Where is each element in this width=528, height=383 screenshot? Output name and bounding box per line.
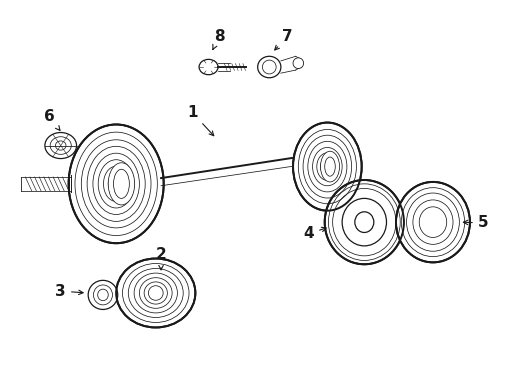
Text: 4: 4 [304,226,326,241]
Ellipse shape [320,151,340,182]
Text: 5: 5 [464,215,488,231]
Ellipse shape [355,212,374,232]
Text: 1: 1 [187,105,214,136]
Ellipse shape [325,180,404,264]
Text: 8: 8 [213,29,224,49]
Text: 6: 6 [44,109,60,130]
Text: 7: 7 [275,29,293,50]
Ellipse shape [396,182,470,262]
Ellipse shape [108,163,135,205]
Ellipse shape [88,280,118,309]
Ellipse shape [69,124,164,243]
Ellipse shape [199,59,218,75]
Ellipse shape [258,56,281,78]
Ellipse shape [293,58,304,69]
Ellipse shape [293,123,362,211]
Text: 2: 2 [156,247,166,270]
Ellipse shape [116,259,195,327]
Ellipse shape [45,133,77,159]
Ellipse shape [342,198,386,246]
Text: 3: 3 [55,283,83,299]
